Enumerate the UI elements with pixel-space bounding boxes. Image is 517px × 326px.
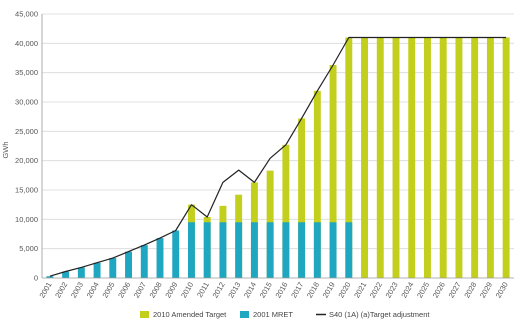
gridlines [42, 13, 514, 250]
bar-2010-amended-target-2021 [361, 37, 368, 278]
y-tick-label: 15,000 [15, 186, 38, 195]
bar-2001-mret-2019 [329, 222, 337, 278]
bar-marks [46, 37, 510, 278]
bar-2001-mret-2010 [188, 222, 195, 278]
bar-2010-amended-target-2025 [424, 37, 431, 278]
x-tick-labels: 2001 2002 2003 2004 2005 2006 2007 2008 2009 2010… [37, 280, 509, 299]
bar-2001-mret-2014 [250, 222, 258, 278]
x-tick-label: 2023 [384, 281, 400, 300]
target-adjustment-line [49, 36, 507, 277]
y-tick-labels: 0 5,000 10,000 15,000 20,000 25,000 30,000 35,0… [15, 10, 38, 283]
x-tick-label: 2021 [352, 281, 368, 300]
bar-2010-amended-target-2023 [392, 37, 400, 278]
legend: 2010 Amended Target 2001 MRET S40 (1A) (a)… [140, 310, 430, 319]
x-tick-label: 2017 [289, 281, 305, 300]
x-tick-label: 2007 [132, 281, 148, 300]
x-tick-label: 2013 [226, 281, 242, 300]
x-tick-label: 2008 [148, 281, 164, 300]
x-tick-label: 2019 [321, 281, 337, 300]
y-tick-label: 20,000 [15, 156, 38, 165]
y-tick-label: 0 [34, 274, 38, 283]
x-tick-label: 2020 [336, 281, 352, 300]
bar-2001-mret-2005 [109, 258, 117, 278]
bar-2010-amended-target-2019 [329, 65, 337, 278]
x-tick-label: 2022 [368, 281, 384, 300]
bar-2001-mret-2004 [93, 262, 101, 278]
bar-2010-amended-target-2022 [376, 37, 384, 278]
bar-2001-mret-2013 [235, 222, 243, 278]
bar-2001-mret-2012 [219, 222, 227, 278]
bar-2010-amended-target-2024 [408, 37, 416, 278]
bar-2010-amended-target-2018 [313, 90, 321, 278]
legend-label-2010-amended-target: 2010 Amended Target [153, 310, 227, 319]
y-tick-label: 25,000 [15, 127, 38, 136]
bar-2001-mret-2017 [298, 222, 306, 278]
x-tick-label: 2014 [242, 281, 258, 300]
x-tick-label: 2025 [415, 281, 431, 300]
x-tick-label: 2012 [211, 281, 227, 300]
x-tick-label: 2003 [69, 281, 85, 300]
bar-2010-amended-target-2026 [439, 37, 447, 278]
x-tick-label: 2006 [116, 281, 132, 300]
x-tick-label: 2009 [163, 281, 179, 300]
x-tick-label: 2028 [462, 281, 478, 300]
x-tick-label: 2004 [85, 281, 101, 300]
bar-2001-mret-2003 [77, 267, 85, 278]
line-series [49, 36, 507, 277]
bar-2001-mret-2001 [46, 276, 54, 278]
x-tick-label: 2011 [195, 281, 211, 299]
bar-2001-mret-2008 [156, 238, 164, 278]
x-tick-label: 2001 [37, 281, 53, 300]
bar-2001-mret-2016 [282, 222, 290, 278]
axes [41, 14, 514, 279]
bar-2010-amended-target-2030 [502, 37, 510, 278]
bar-2001-mret-2002 [62, 271, 70, 278]
legend-label-s40-1a-a-target-adjustment: S40 (1A) (a)Target adjustment [329, 310, 430, 319]
bar-2001-mret-2007 [140, 245, 148, 278]
legend-swatch-2010-amended-target [140, 311, 149, 318]
bar-2010-amended-target-2016 [282, 144, 290, 278]
bar-2001-mret-2011 [203, 222, 211, 278]
bar-2001-mret-2006 [125, 251, 132, 278]
legend-label-2001-mret: 2001 MRET [253, 310, 293, 319]
y-tick-label: 30,000 [15, 98, 38, 107]
x-tick-label: 2030 [494, 280, 510, 299]
bar-2010-amended-target-2020 [345, 37, 353, 278]
x-tick-label: 2002 [53, 281, 69, 300]
x-tick-label: 2015 [258, 281, 274, 300]
x-tick-label: 2018 [305, 281, 321, 300]
x-tick-label: 2024 [399, 281, 415, 300]
bar-2001-mret-2020 [345, 222, 353, 278]
x-tick-label: 2016 [273, 281, 289, 300]
bar-2010-amended-target-2027 [455, 37, 463, 278]
bar-2001-mret-2018 [313, 222, 321, 278]
bar-2010-amended-target-2017 [298, 118, 306, 278]
y-tick-label: 10,000 [15, 215, 38, 224]
y-tick-label: 35,000 [15, 68, 38, 77]
x-tick-label: 2026 [431, 281, 447, 300]
bar-2010-amended-target-2029 [486, 37, 494, 278]
y-tick-label: 5,000 [19, 244, 38, 253]
x-tick-label: 2029 [478, 281, 494, 300]
y-tick-label: 40,000 [15, 39, 38, 48]
x-tick-label: 2005 [100, 281, 116, 300]
y-axis-title: GWh [1, 141, 10, 158]
bar-2010-amended-target-2028 [471, 37, 479, 278]
x-tick-label: 2027 [447, 281, 463, 300]
legend-swatch-2001-mret [240, 311, 249, 318]
x-tick-label: 2010 [179, 281, 195, 300]
bar-2001-mret-2015 [266, 222, 274, 278]
y-tick-label: 45,000 [15, 10, 38, 19]
bar-2001-mret-2009 [172, 230, 180, 278]
